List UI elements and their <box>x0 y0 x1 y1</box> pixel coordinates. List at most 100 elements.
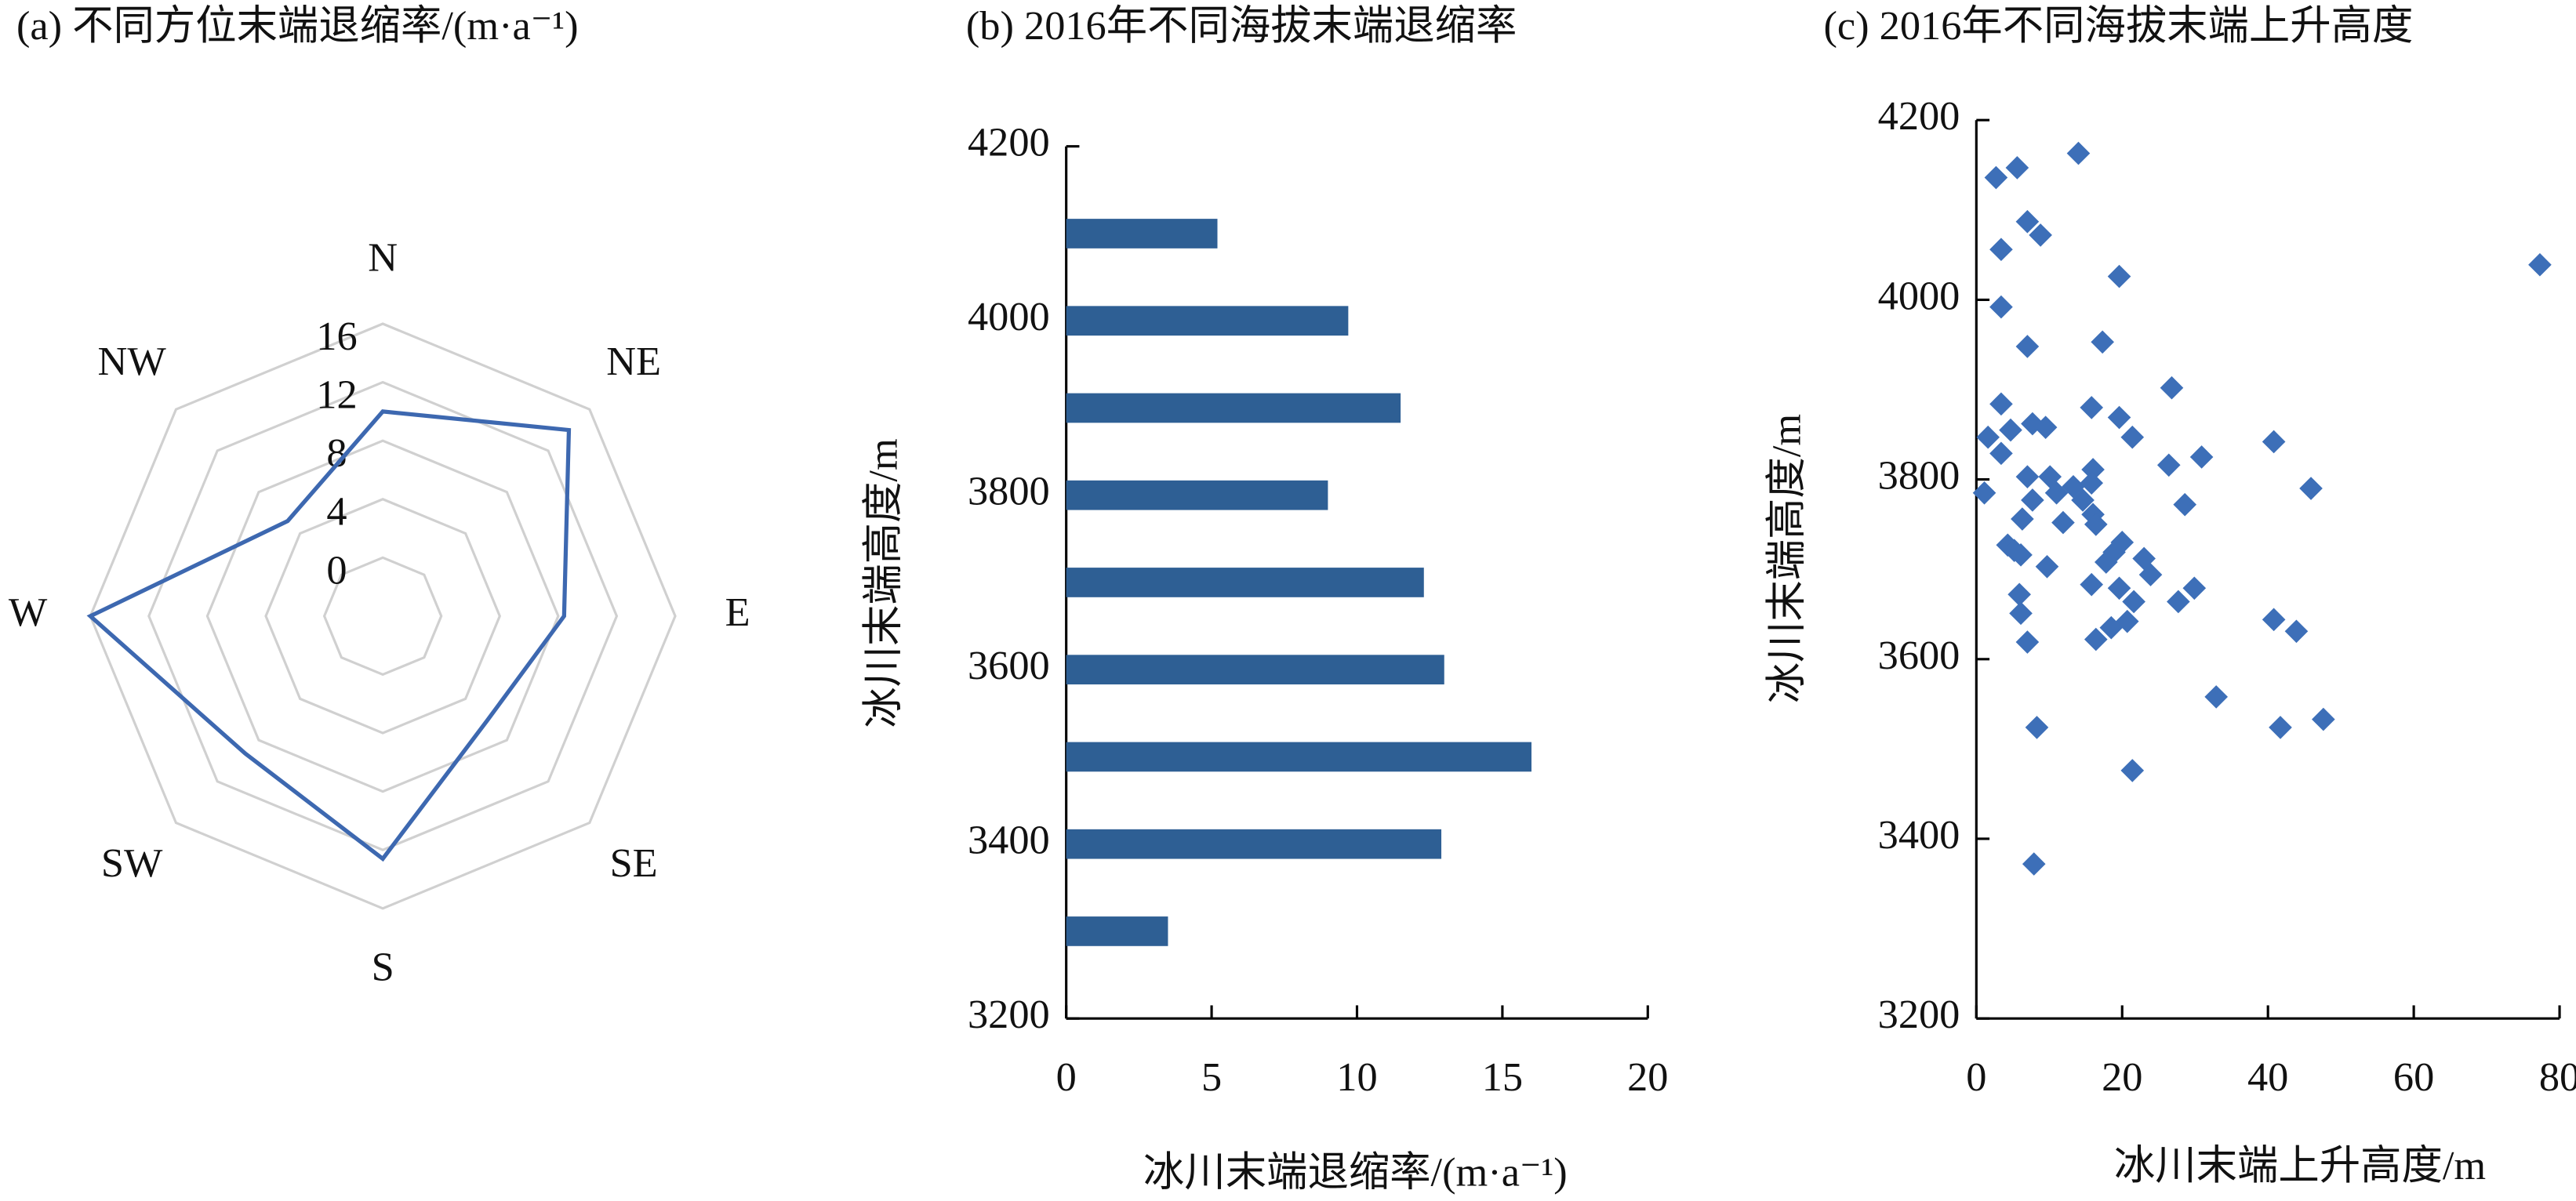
chart-title: (b) 2016年不同海拔末端退缩率 <box>966 3 1517 49</box>
bar <box>1066 655 1444 685</box>
bar <box>1066 306 1349 336</box>
point <box>2094 550 2118 574</box>
point <box>2312 707 2335 731</box>
r-tick-label: 8 <box>326 430 347 476</box>
point <box>2160 376 2184 400</box>
r-tick-label: 12 <box>316 372 357 418</box>
r-tick-label: 4 <box>326 489 347 535</box>
x-axis-label: 冰川末端退缩率/(m·a⁻¹) <box>1143 1149 1568 1195</box>
point <box>2204 685 2228 709</box>
x-tick-label: 10 <box>1336 1054 1377 1100</box>
point <box>2107 405 2131 430</box>
point <box>2007 582 2031 607</box>
r-tick-label: 16 <box>316 314 357 359</box>
point <box>1972 481 1996 505</box>
point <box>2025 716 2049 739</box>
radar-line <box>86 409 572 862</box>
category-label: SW <box>101 840 163 886</box>
x-axis-label: 冰川末端上升高度/m <box>2114 1143 2486 1188</box>
point <box>1989 238 2013 262</box>
grid-ring <box>147 380 619 851</box>
point <box>2080 471 2104 495</box>
point <box>1989 295 2013 319</box>
point <box>2262 608 2286 632</box>
x-tick-label: 80 <box>2539 1054 2576 1100</box>
y-tick-label: 3400 <box>1878 812 1960 858</box>
y-tick-label: 3800 <box>1878 453 1960 499</box>
grid-ring <box>205 439 560 793</box>
bar <box>1066 829 1442 859</box>
chart-title: (c) 2016年不同海拔末端上升高度 <box>1823 3 2413 49</box>
point <box>2071 488 2095 512</box>
point <box>2107 576 2131 600</box>
category-label: SE <box>610 840 658 886</box>
point <box>2081 458 2105 481</box>
point <box>2080 572 2104 597</box>
y-tick-label: 4200 <box>968 120 1050 165</box>
grid-ring <box>322 556 443 677</box>
x-tick-label: 15 <box>1482 1054 1523 1100</box>
point <box>2099 615 2124 640</box>
point <box>2182 576 2207 600</box>
point <box>1989 441 2013 466</box>
y-tick-label: 3200 <box>968 992 1050 1037</box>
category-label: W <box>9 590 48 635</box>
point <box>2189 445 2214 469</box>
y-tick-label: 3600 <box>1878 633 1960 678</box>
point <box>1989 392 2013 416</box>
point <box>2051 510 2075 535</box>
x-tick-label: 40 <box>2247 1054 2288 1100</box>
bar <box>1066 219 1218 249</box>
point <box>2080 396 2104 419</box>
point <box>2269 716 2292 739</box>
point <box>1976 425 2000 449</box>
point <box>2009 601 2033 626</box>
x-tick-label: 20 <box>2102 1054 2142 1100</box>
grid-ring <box>89 322 677 910</box>
category-label: E <box>725 590 750 635</box>
x-tick-label: 0 <box>1056 1054 1077 1100</box>
y-axis-label: 冰川末端高度/m <box>1764 414 1810 703</box>
y-tick-label: 4000 <box>1878 273 1960 318</box>
point <box>2284 619 2309 644</box>
point <box>2066 141 2091 165</box>
point <box>2015 335 2040 358</box>
point <box>2015 630 2040 654</box>
y-tick-label: 4000 <box>968 294 1050 339</box>
point <box>2156 453 2181 477</box>
x-tick-label: 20 <box>1627 1054 1668 1100</box>
x-tick-label: 5 <box>1201 1054 1222 1100</box>
y-tick-label: 3800 <box>968 469 1050 514</box>
point <box>2044 481 2069 505</box>
point <box>1984 165 2008 190</box>
bar <box>1066 568 1424 597</box>
bar <box>1066 742 1531 772</box>
category-label: NE <box>606 339 661 384</box>
chart-title: (a) 不同方位末端退缩率/(m·a⁻¹) <box>16 3 579 49</box>
point <box>2299 477 2323 500</box>
category-label: S <box>372 944 394 989</box>
r-tick-label: 0 <box>326 547 347 593</box>
y-axis-label: 冰川末端高度/m <box>860 438 906 727</box>
point <box>2015 465 2040 488</box>
grid-ring <box>264 498 502 735</box>
point <box>2122 590 2145 614</box>
point <box>2021 488 2044 512</box>
point <box>2528 252 2552 277</box>
point <box>2173 492 2197 517</box>
point <box>2107 264 2131 288</box>
point <box>2005 156 2029 180</box>
category-label: N <box>368 234 398 280</box>
point <box>2138 563 2163 586</box>
point <box>2167 590 2190 614</box>
point <box>2262 430 2286 454</box>
y-tick-label: 3200 <box>1878 992 1960 1037</box>
point <box>2011 507 2034 531</box>
x-tick-label: 0 <box>1966 1054 1986 1100</box>
bar <box>1066 480 1328 510</box>
bar <box>1066 916 1168 946</box>
point <box>2084 513 2108 536</box>
category-label: NW <box>98 339 167 384</box>
point <box>2091 330 2114 354</box>
point <box>2120 759 2145 782</box>
